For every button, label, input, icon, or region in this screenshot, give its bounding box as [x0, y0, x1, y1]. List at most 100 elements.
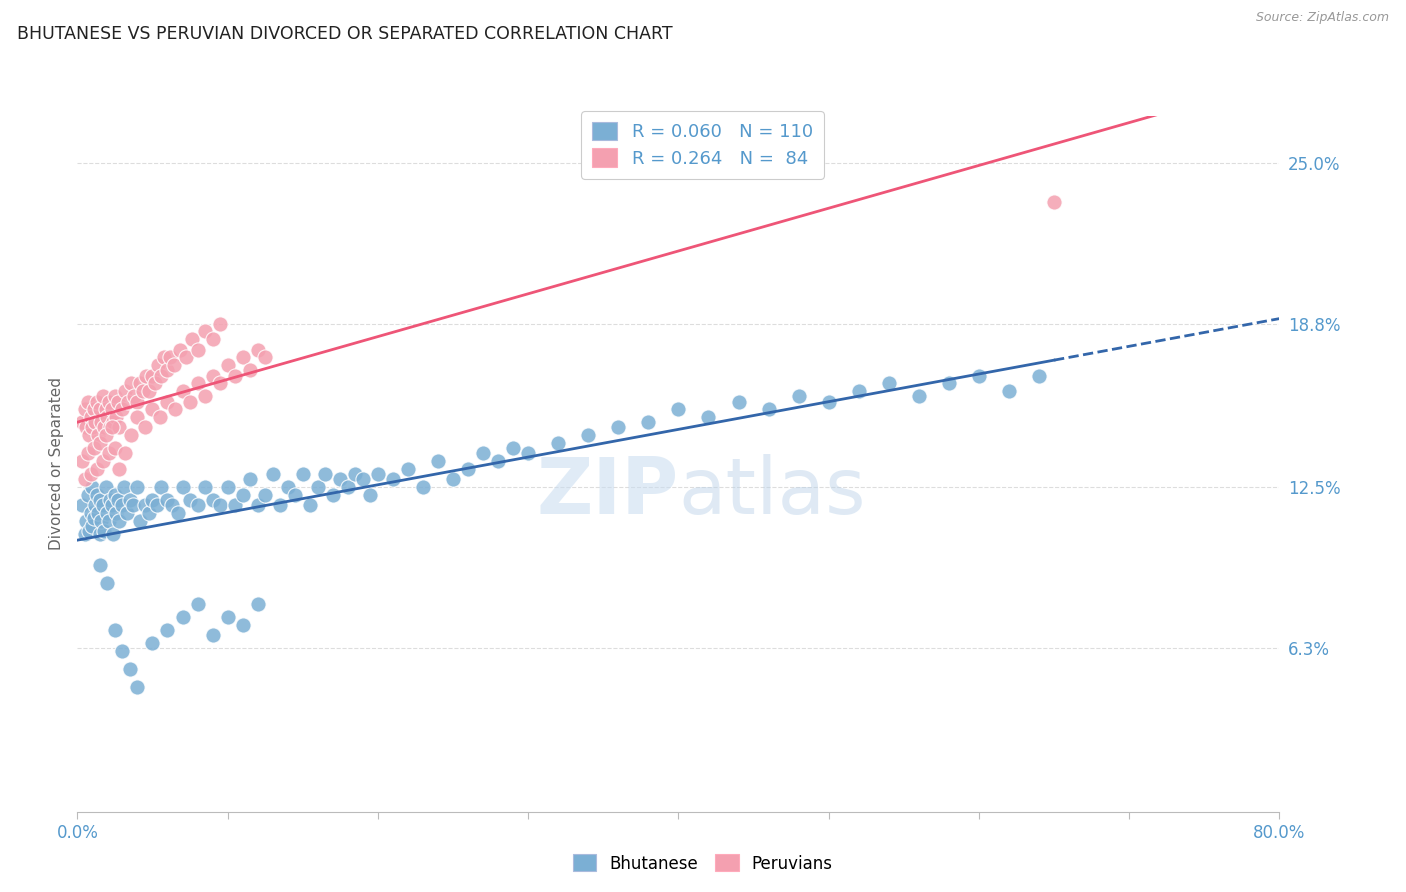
Point — [80, 467, 103, 482]
Point — [108, 514, 131, 528]
Point — [79, 428, 101, 442]
Point — [97, 394, 120, 409]
Point — [367, 467, 389, 482]
Point — [848, 384, 870, 399]
Point — [75, 514, 97, 528]
Point — [307, 480, 329, 494]
Point — [262, 467, 284, 482]
Point — [97, 514, 120, 528]
Point — [103, 527, 125, 541]
Point — [104, 623, 127, 637]
Point — [75, 420, 97, 434]
Point — [86, 462, 108, 476]
Point — [217, 358, 239, 372]
Point — [101, 420, 124, 434]
Point — [381, 472, 404, 486]
Point — [336, 480, 359, 494]
Point — [224, 368, 246, 383]
Point — [141, 402, 163, 417]
Point — [159, 351, 181, 365]
Point — [299, 499, 322, 513]
Point — [187, 499, 209, 513]
Point — [79, 524, 101, 539]
Point — [457, 462, 479, 476]
Point — [697, 410, 720, 425]
Point — [254, 488, 277, 502]
Point — [232, 488, 254, 502]
Point — [87, 506, 110, 520]
Point — [167, 506, 190, 520]
Point — [322, 488, 344, 502]
Point — [179, 394, 201, 409]
Point — [427, 454, 450, 468]
Point — [80, 506, 103, 520]
Point — [132, 384, 155, 399]
Point — [329, 472, 352, 486]
Point — [201, 493, 224, 508]
Legend: Bhutanese, Peruvians: Bhutanese, Peruvians — [567, 847, 839, 880]
Point — [201, 332, 224, 346]
Point — [277, 480, 299, 494]
Point — [91, 454, 114, 468]
Point — [96, 576, 118, 591]
Legend: R = 0.060   N = 110, R = 0.264   N =  84: R = 0.060 N = 110, R = 0.264 N = 84 — [581, 112, 824, 178]
Point — [122, 499, 145, 513]
Point — [91, 389, 114, 403]
Point — [150, 480, 173, 494]
Point — [127, 410, 149, 425]
Point — [412, 480, 434, 494]
Point — [73, 472, 96, 486]
Point — [104, 389, 127, 403]
Point — [96, 410, 118, 425]
Point — [127, 480, 149, 494]
Point — [70, 454, 93, 468]
Point — [108, 420, 131, 434]
Point — [517, 446, 540, 460]
Point — [107, 493, 129, 508]
Point — [180, 332, 202, 346]
Point — [70, 499, 93, 513]
Point — [73, 402, 96, 417]
Point — [209, 317, 232, 331]
Point — [967, 368, 990, 383]
Point — [76, 488, 98, 502]
Point — [93, 524, 115, 539]
Point — [112, 480, 135, 494]
Point — [84, 499, 107, 513]
Point — [82, 420, 104, 434]
Point — [668, 402, 690, 417]
Point — [179, 493, 201, 508]
Point — [156, 363, 179, 377]
Point — [162, 358, 184, 372]
Point — [108, 462, 131, 476]
Point — [84, 415, 107, 429]
Point — [94, 428, 117, 442]
Point — [76, 394, 98, 409]
Point — [209, 499, 232, 513]
Point — [150, 368, 173, 383]
Point — [94, 480, 117, 494]
Point — [89, 558, 111, 573]
Point — [135, 368, 157, 383]
Point — [172, 384, 194, 399]
Point — [97, 446, 120, 460]
Point — [217, 480, 239, 494]
Point — [91, 499, 114, 513]
Point — [787, 389, 810, 403]
Point — [89, 402, 111, 417]
Text: BHUTANESE VS PERUVIAN DIVORCED OR SEPARATED CORRELATION CHART: BHUTANESE VS PERUVIAN DIVORCED OR SEPARA… — [17, 25, 672, 43]
Point — [359, 488, 381, 502]
Point — [246, 597, 269, 611]
Point — [607, 420, 630, 434]
Point — [138, 506, 160, 520]
Point — [134, 499, 156, 513]
Point — [83, 511, 105, 525]
Point — [201, 628, 224, 642]
Point — [232, 617, 254, 632]
Point — [727, 394, 749, 409]
Point — [172, 610, 194, 624]
Point — [82, 480, 104, 494]
Point — [117, 394, 139, 409]
Point — [163, 402, 186, 417]
Point — [201, 368, 224, 383]
